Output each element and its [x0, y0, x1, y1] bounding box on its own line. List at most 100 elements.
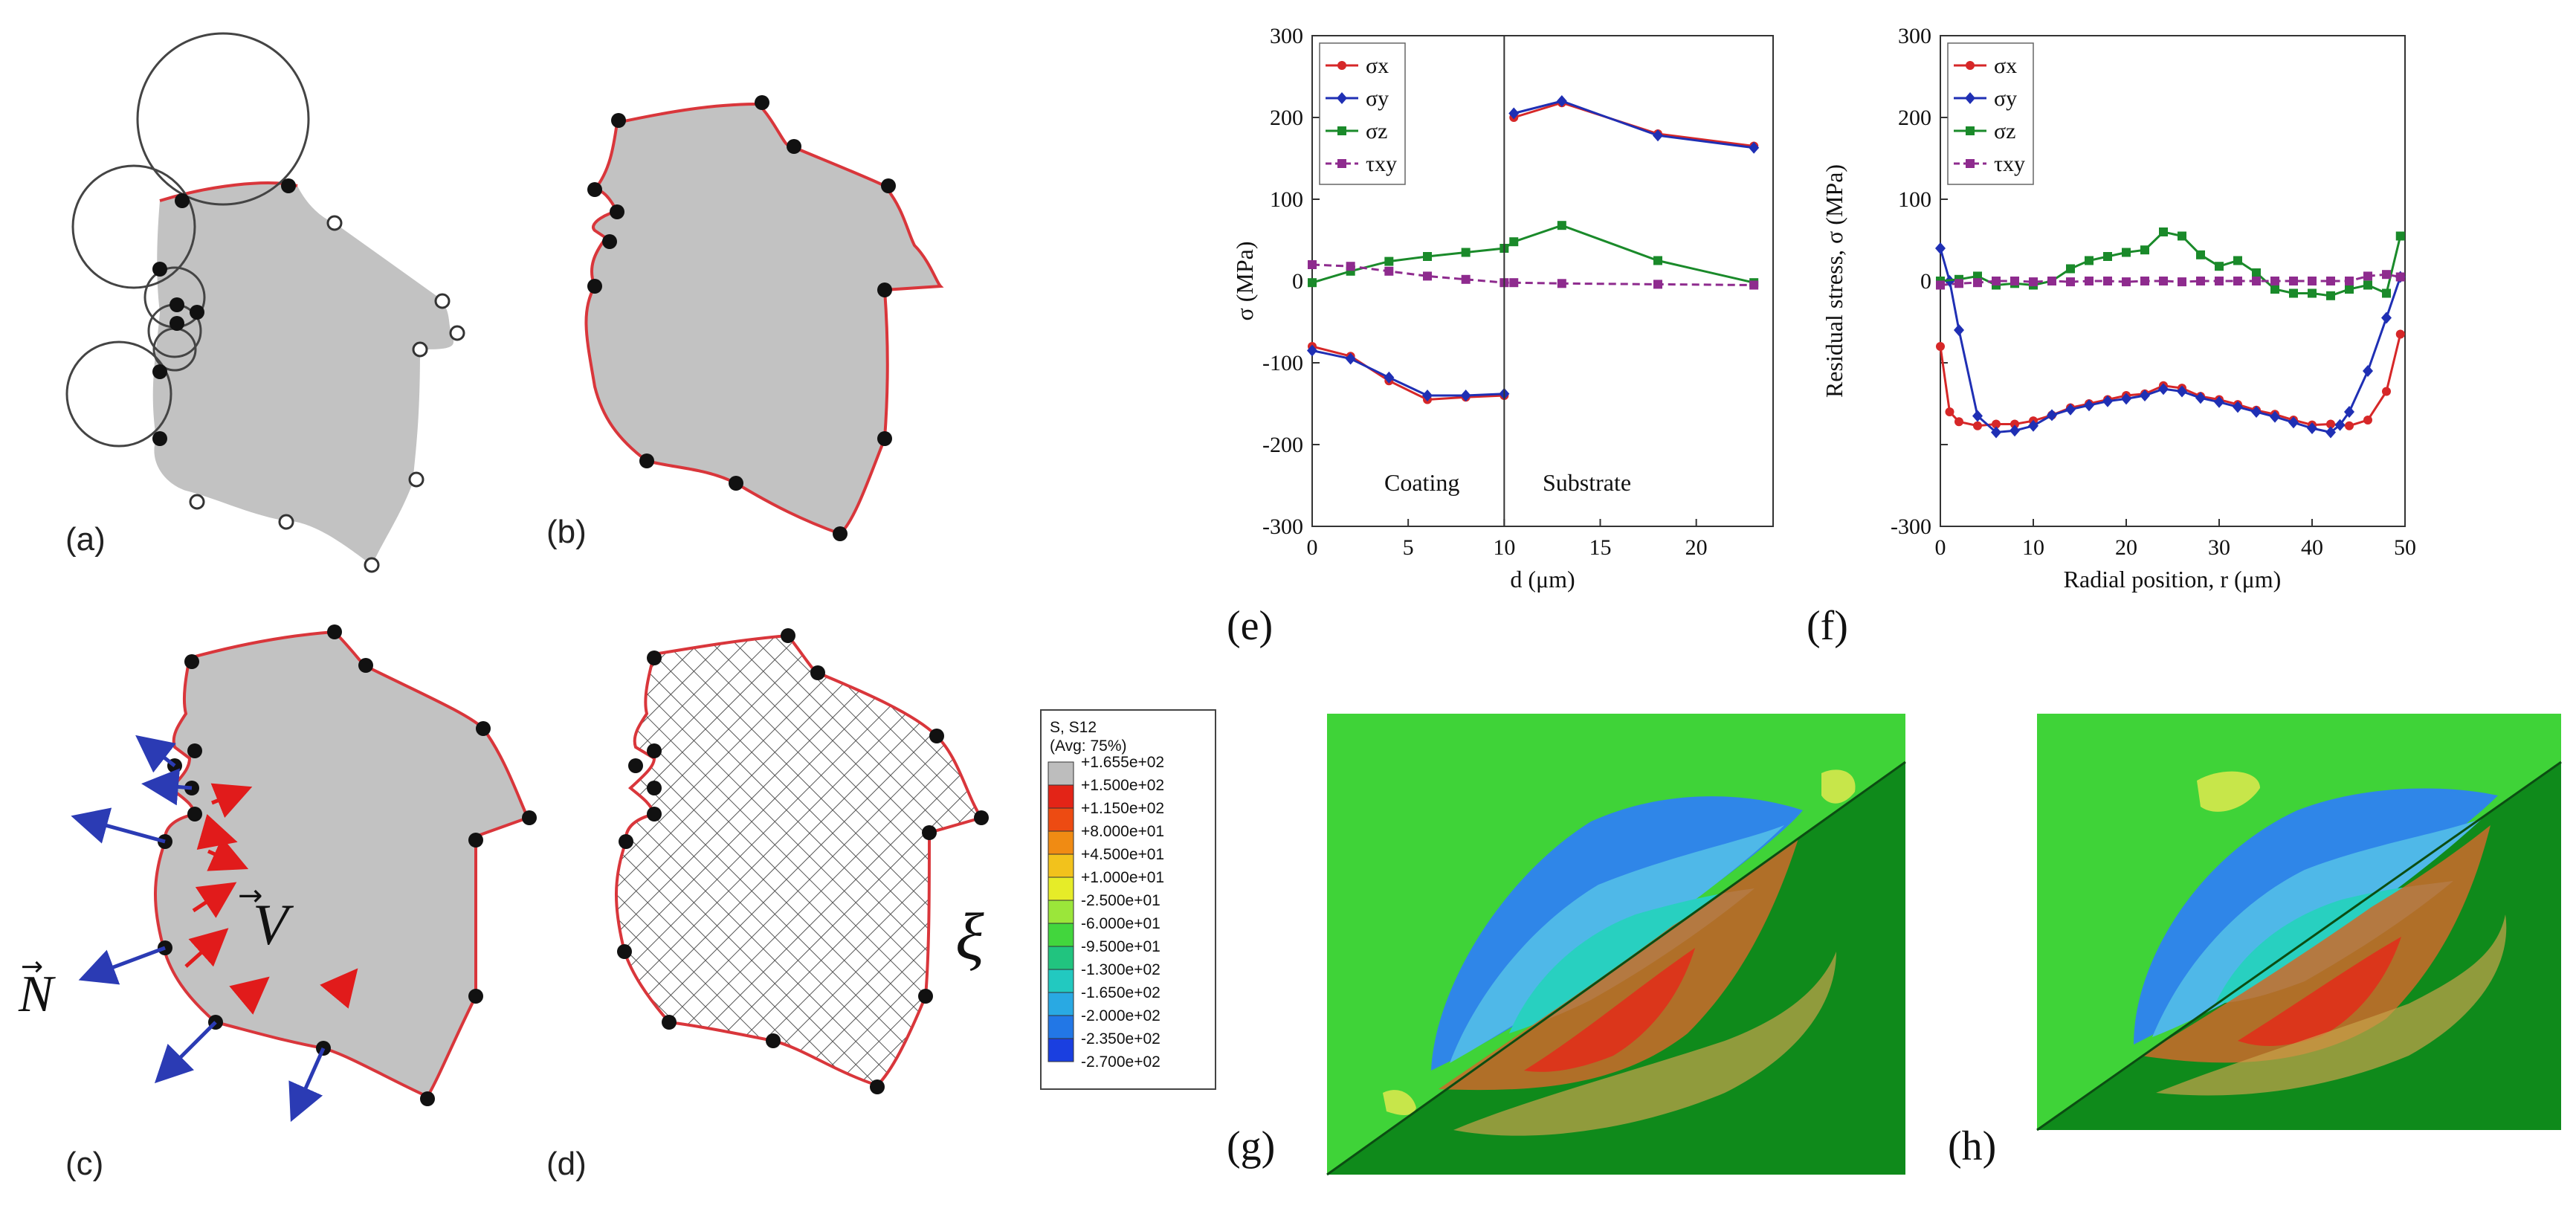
chart-f-ylabel: Residual stress, σ (MPa) — [1821, 164, 1847, 398]
panel-b-shape — [584, 95, 944, 541]
series-tau-xy-point — [2029, 277, 2038, 287]
legend-tau-xy-label: τxy — [1366, 152, 1397, 176]
series-tau-xy-point — [2363, 271, 2372, 281]
series-tau-xy-point — [2047, 277, 2056, 285]
series-tau-xy-point — [1992, 277, 2001, 285]
contour-plot-h — [2036, 714, 2562, 1132]
test-circle — [65, 340, 172, 448]
contour-legend-level: -2.500e+01 — [1081, 892, 1161, 909]
contour-legend-band — [1047, 946, 1074, 970]
series-sigma-y-point — [2028, 419, 2038, 432]
contour-legend-band — [1047, 923, 1074, 947]
contour-legend-band — [1047, 1015, 1074, 1039]
series-sigma-z-point — [2159, 227, 2168, 236]
contour-legend-level: -1.650e+02 — [1081, 984, 1161, 1001]
series-sigma-z-point — [1461, 248, 1471, 257]
series-tau-xy-point — [1954, 279, 1963, 288]
series-sigma-z-point — [2103, 252, 2112, 261]
series-sigma-y-point — [2381, 311, 2392, 324]
series-sigma-z-point — [1384, 256, 1394, 266]
x-tick-label: 20 — [2115, 535, 2137, 560]
series-sigma-y-point — [1422, 390, 1433, 401]
legend-sigma-z-label: σz — [1994, 119, 2016, 143]
series-sigma-y-point — [2140, 390, 2150, 401]
series-sigma-y-point — [1972, 410, 1983, 422]
x-tick-label: 0 — [1307, 535, 1318, 560]
y-tick-label: 0 — [1920, 269, 1931, 294]
series-sigma-z-point — [2122, 248, 2131, 257]
region-label-substrate: Substrate — [1543, 469, 1631, 496]
contour-legend-level: -1.300e+02 — [1081, 961, 1161, 978]
series-sigma-z-point — [1509, 237, 1519, 247]
panel-label-a: (a) — [65, 521, 106, 558]
series-tau-xy-point — [2382, 270, 2391, 280]
series-sigma-x-line — [1311, 345, 1505, 401]
series-sigma-z-point — [1653, 256, 1662, 265]
panel-label-g: (g) — [1227, 1123, 1275, 1169]
series-tau-xy-point — [2196, 277, 2205, 285]
series-sigma-y-line — [1311, 349, 1505, 397]
series-sigma-y-point — [2270, 410, 2280, 423]
vector-arrow-accent: → — [238, 879, 263, 913]
contour-legend-band — [1047, 1038, 1074, 1062]
contour-legend-band — [1047, 807, 1074, 832]
contour-legend-level: +8.000e+01 — [1081, 823, 1164, 840]
chart-f-xlabel: Radial position, r (μm) — [2064, 566, 2282, 593]
y-tick-label: 0 — [1292, 269, 1303, 294]
contour-legend-band — [1047, 761, 1074, 786]
x-tick-label: 30 — [2208, 535, 2230, 560]
series-sigma-y-point — [2334, 419, 2346, 431]
panel-label-f: (f) — [1807, 603, 1848, 649]
series-sigma-y-point — [2121, 393, 2131, 405]
contour-legend-band — [1047, 830, 1074, 855]
contour-legend-band — [1047, 877, 1074, 901]
x-tick-label: 40 — [2301, 535, 2323, 560]
series-sigma-x-point — [2363, 416, 2372, 425]
series-tau-xy-point — [1346, 262, 1355, 271]
x-tick-label: 20 — [1685, 535, 1708, 560]
contour-legend-band — [1047, 992, 1074, 1016]
series-sigma-y-point — [1954, 324, 1964, 336]
legend-sigma-x-label: σx — [1366, 54, 1389, 78]
contour-legend-level: -2.000e+02 — [1081, 1007, 1161, 1024]
series-sigma-x-point — [1973, 421, 1982, 430]
series-sigma-z-point — [2252, 268, 2261, 277]
series-sigma-y-point — [1991, 426, 2001, 439]
series-tau-xy-point — [1308, 260, 1317, 269]
series-sigma-z-point — [2270, 285, 2279, 294]
series-sigma-z-point — [2308, 288, 2317, 298]
series-sigma-y-point — [2325, 426, 2336, 439]
legend-box — [1319, 42, 1406, 185]
legend-tau-xy-marker — [1966, 159, 1975, 168]
series-sigma-x-point — [1936, 342, 1945, 351]
contour-legend-level: +4.500e+01 — [1081, 846, 1164, 863]
legend-sigma-y-label: σy — [1994, 86, 2017, 111]
y-tick-label: 200 — [1898, 106, 1931, 130]
panel-d-shape — [615, 628, 989, 1094]
series-sigma-y-point — [2344, 406, 2354, 418]
contour-legend: S, S12 (Avg: 75%) +1.655e+02 +1.500e+02 +1… — [1040, 709, 1216, 1090]
series-sigma-z-point — [2196, 250, 2205, 259]
series-tau-xy-point — [2215, 277, 2224, 285]
velocity-vector-label: V — [253, 892, 294, 957]
series-tau-xy-point — [2395, 272, 2405, 282]
series-sigma-x-point — [1954, 417, 1963, 427]
series-tau-xy-point — [1749, 280, 1759, 290]
series-sigma-y-point — [2363, 365, 2373, 377]
y-tick-label: 200 — [1270, 106, 1303, 130]
y-tick-label: 300 — [1898, 24, 1931, 48]
series-sigma-z-point — [2289, 288, 2298, 298]
x-tick-label: 15 — [1589, 535, 1612, 560]
series-tau-xy-point — [2289, 277, 2298, 285]
series-tau-xy-point — [2140, 277, 2149, 285]
test-circle — [71, 164, 196, 289]
series-sigma-y-point — [1460, 390, 1471, 401]
chart-e-xlabel: d (μm) — [1510, 566, 1575, 593]
legend-sigma-x-label: σx — [1994, 54, 2017, 78]
contour-legend-level: -9.500e+01 — [1081, 938, 1161, 955]
chart-e: 0 5 10 15 20 -300 -200 -100 0 100 200 300 Coating S… — [1231, 24, 1774, 593]
series-sigma-y-point — [2065, 403, 2076, 416]
series-tau-xy-point — [2252, 277, 2261, 285]
contour-legend-level: -6.000e+01 — [1081, 915, 1161, 932]
panel-label-b: (b) — [546, 514, 587, 550]
